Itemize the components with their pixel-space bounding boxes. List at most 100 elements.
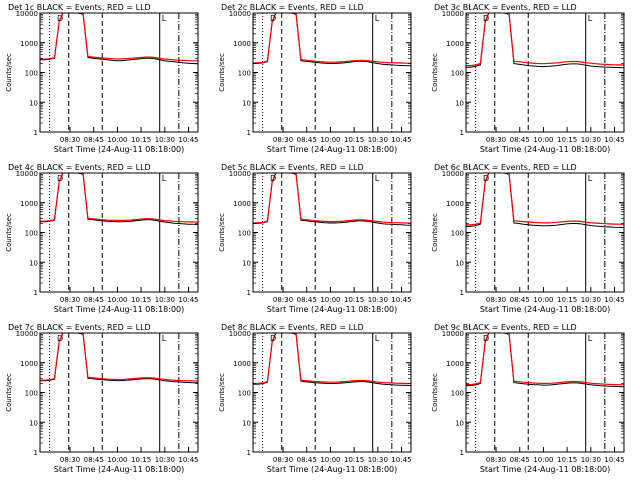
x-tick-label: 10:00: [107, 136, 127, 144]
x-tick-label: 10:15: [131, 296, 151, 304]
y-tick-label: 100: [238, 230, 251, 238]
marker-label-d: D: [57, 14, 63, 23]
y-tick-label: 100: [451, 70, 464, 78]
plot-frame: [39, 172, 199, 293]
marker-label-l: L: [588, 14, 593, 23]
x-tick-label: 10:45: [391, 456, 411, 464]
y-tick-label: 1000: [20, 40, 38, 48]
x-tick-label: 08:30: [486, 296, 506, 304]
panel-title: Det 8c BLACK = Events, RED = LLD: [221, 323, 364, 332]
x-axis-label: Start Time (24-Aug-11 08:18:00): [480, 305, 611, 314]
panel-title: Det 3c BLACK = Events, RED = LLD: [434, 3, 577, 12]
events-series-line: [253, 13, 411, 67]
y-tick-label: 1000: [233, 200, 251, 208]
marker-label-d: D: [270, 174, 276, 183]
marker-label-l: L: [588, 174, 593, 183]
x-tick-label: 10:30: [368, 296, 388, 304]
marker-label-d: D: [57, 174, 63, 183]
panel-title: Det 2c BLACK = Events, RED = LLD: [221, 3, 364, 12]
x-tick-label: 10:30: [155, 136, 175, 144]
plot-frame: [465, 172, 625, 293]
x-tick-label: 10:15: [131, 456, 151, 464]
y-axis-label: Counts/sec: [431, 373, 439, 412]
detector-panel: Det 8c BLACK = Events, RED = LLD Counts/s…: [218, 323, 412, 474]
x-tick-label: 08:45: [84, 296, 104, 304]
y-tick-label: 10000: [16, 10, 38, 18]
y-tick-label: 10: [455, 419, 464, 427]
y-tick-label: 10: [242, 99, 251, 107]
plot-frame: [252, 172, 412, 293]
x-tick-label: 08:30: [60, 136, 80, 144]
x-tick-label: 10:15: [344, 296, 364, 304]
y-tick-label: 1000: [233, 40, 251, 48]
x-tick-label: 08:30: [60, 456, 80, 464]
y-tick-label: 1000: [233, 360, 251, 368]
x-tick-label: 10:45: [178, 136, 198, 144]
y-tick-label: 10: [242, 419, 251, 427]
x-tick-label: 10:15: [557, 456, 577, 464]
lld-series-line: [40, 333, 198, 382]
y-axis-label: Counts/sec: [218, 213, 226, 252]
marker-label-d: D: [483, 14, 489, 23]
y-tick-label: 10000: [442, 10, 464, 18]
x-tick-label: 10:00: [533, 136, 553, 144]
y-tick-label: 1: [34, 449, 38, 457]
y-tick-label: 1: [247, 449, 251, 457]
x-axis-label: Start Time (24-Aug-11 08:18:00): [54, 305, 185, 314]
y-tick-label: 1000: [446, 40, 464, 48]
x-tick-label: 08:45: [510, 136, 530, 144]
marker-label-l: L: [588, 334, 593, 343]
marker-label-d: D: [483, 334, 489, 343]
y-tick-label: 10: [29, 99, 38, 107]
y-tick-label: 100: [25, 390, 38, 398]
marker-label-l: L: [375, 14, 380, 23]
y-tick-label: 10000: [229, 330, 251, 338]
x-tick-label: 08:45: [510, 296, 530, 304]
x-tick-label: 08:45: [84, 456, 104, 464]
x-tick-label: 10:30: [581, 136, 601, 144]
detector-panel: Det 4c BLACK = Events, RED = LLD Counts/s…: [5, 163, 199, 314]
y-tick-label: 10000: [229, 10, 251, 18]
x-tick-label: 10:30: [581, 456, 601, 464]
y-tick-label: 10000: [442, 170, 464, 178]
panel-title: Det 4c BLACK = Events, RED = LLD: [8, 163, 151, 172]
marker-label-l: L: [162, 334, 167, 343]
x-tick-label: 10:00: [107, 456, 127, 464]
marker-label-d: D: [270, 334, 276, 343]
y-tick-label: 1000: [446, 360, 464, 368]
plot-frame: [252, 332, 412, 453]
x-tick-label: 10:15: [557, 296, 577, 304]
x-tick-label: 10:15: [344, 456, 364, 464]
x-tick-label: 10:30: [155, 456, 175, 464]
detector-panel: Det 9c BLACK = Events, RED = LLD Counts/s…: [431, 323, 625, 474]
y-tick-label: 10000: [16, 170, 38, 178]
x-tick-label: 08:30: [486, 136, 506, 144]
lld-series-line: [253, 173, 411, 224]
events-series-line: [466, 13, 624, 69]
x-tick-label: 10:30: [155, 296, 175, 304]
y-tick-label: 1: [34, 129, 38, 137]
y-tick-label: 10: [455, 99, 464, 107]
panel-title: Det 1c BLACK = Events, RED = LLD: [8, 3, 151, 12]
x-tick-label: 08:45: [297, 296, 317, 304]
events-series-line: [253, 333, 411, 387]
y-tick-label: 10: [29, 259, 38, 267]
events-series-line: [40, 13, 198, 65]
x-tick-label: 10:45: [178, 456, 198, 464]
marker-label-l: L: [375, 174, 380, 183]
x-axis-label: Start Time (24-Aug-11 08:18:00): [267, 465, 398, 474]
y-tick-label: 1: [460, 289, 464, 297]
detector-panel: Det 2c BLACK = Events, RED = LLD Counts/s…: [218, 3, 412, 154]
panel-title: Det 9c BLACK = Events, RED = LLD: [434, 323, 577, 332]
x-axis-label: Start Time (24-Aug-11 08:18:00): [267, 305, 398, 314]
x-axis-label: Start Time (24-Aug-11 08:18:00): [480, 145, 611, 154]
x-tick-label: 10:00: [533, 296, 553, 304]
x-axis-label: Start Time (24-Aug-11 08:18:00): [267, 145, 398, 154]
y-tick-label: 10: [455, 259, 464, 267]
y-axis-label: Counts/sec: [5, 53, 13, 92]
y-tick-label: 1: [247, 289, 251, 297]
plot-frame: [252, 12, 412, 133]
x-tick-label: 10:00: [320, 456, 340, 464]
plot-frame: [465, 12, 625, 133]
